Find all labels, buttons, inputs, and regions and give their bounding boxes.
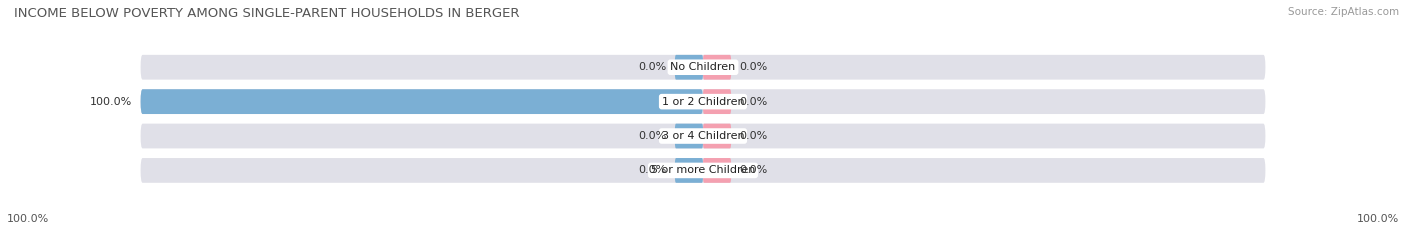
Text: 0.0%: 0.0% — [638, 165, 666, 175]
Text: 0.0%: 0.0% — [740, 97, 768, 107]
FancyBboxPatch shape — [703, 158, 731, 183]
Text: Source: ZipAtlas.com: Source: ZipAtlas.com — [1288, 7, 1399, 17]
Text: 1 or 2 Children: 1 or 2 Children — [662, 97, 744, 107]
FancyBboxPatch shape — [141, 55, 1265, 80]
Text: 0.0%: 0.0% — [740, 62, 768, 72]
Text: 3 or 4 Children: 3 or 4 Children — [662, 131, 744, 141]
Text: 100.0%: 100.0% — [1357, 214, 1399, 224]
Text: No Children: No Children — [671, 62, 735, 72]
Text: 100.0%: 100.0% — [90, 97, 132, 107]
FancyBboxPatch shape — [703, 124, 731, 148]
Text: INCOME BELOW POVERTY AMONG SINGLE-PARENT HOUSEHOLDS IN BERGER: INCOME BELOW POVERTY AMONG SINGLE-PARENT… — [14, 7, 520, 20]
FancyBboxPatch shape — [675, 124, 703, 148]
Text: 0.0%: 0.0% — [638, 62, 666, 72]
Text: 5 or more Children: 5 or more Children — [651, 165, 755, 175]
FancyBboxPatch shape — [675, 158, 703, 183]
FancyBboxPatch shape — [141, 89, 703, 114]
Text: 0.0%: 0.0% — [740, 131, 768, 141]
FancyBboxPatch shape — [703, 55, 731, 80]
Text: 0.0%: 0.0% — [638, 131, 666, 141]
Text: 0.0%: 0.0% — [740, 165, 768, 175]
FancyBboxPatch shape — [703, 89, 731, 114]
FancyBboxPatch shape — [141, 158, 1265, 183]
FancyBboxPatch shape — [141, 124, 1265, 148]
FancyBboxPatch shape — [675, 55, 703, 80]
Text: 100.0%: 100.0% — [7, 214, 49, 224]
FancyBboxPatch shape — [141, 89, 1265, 114]
